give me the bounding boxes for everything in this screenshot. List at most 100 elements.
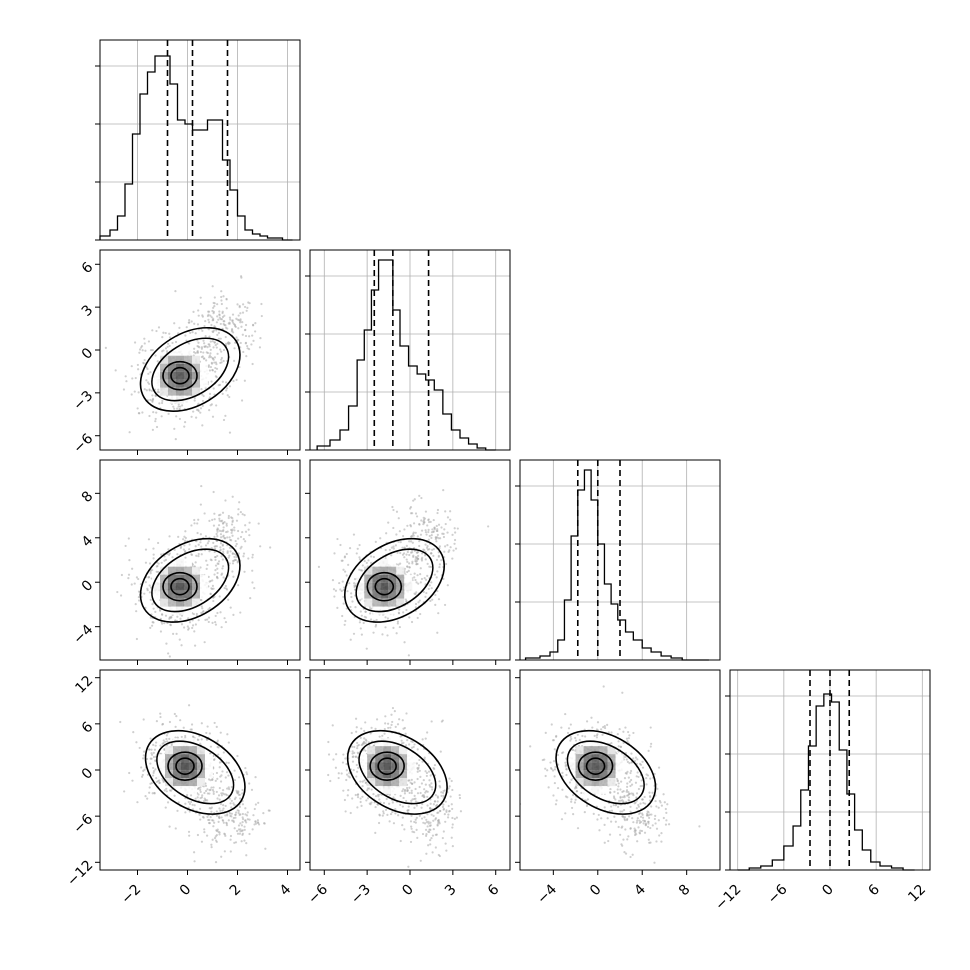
scatter-point [163, 559, 166, 562]
scatter-point [238, 365, 241, 369]
density-cell [599, 786, 608, 795]
scatter-point [148, 389, 151, 392]
density-cell [160, 379, 168, 388]
scatter-point [202, 351, 205, 354]
scatter-point [385, 532, 388, 535]
scatter-point [199, 296, 202, 299]
scatter-point [232, 323, 236, 326]
scatter-point [248, 521, 251, 524]
scatter-point [208, 345, 211, 348]
scatter-point [151, 394, 154, 397]
scatter-point [416, 535, 419, 538]
scatter-point [561, 788, 564, 791]
scatter-point [434, 794, 437, 797]
scatter-point [233, 526, 236, 529]
scatter-point [359, 800, 362, 804]
scatter-point [204, 789, 208, 793]
scatter-point [416, 616, 419, 620]
scatter-point [341, 614, 344, 618]
scatter-point [621, 810, 624, 813]
scatter-point [217, 820, 220, 823]
scatter-point [636, 758, 639, 761]
scatter-point [432, 827, 435, 831]
scatter-point [160, 401, 164, 405]
scatter-point [657, 766, 661, 769]
scatter-point [243, 513, 246, 517]
scatter-point [184, 530, 187, 533]
scatter-point [394, 808, 397, 811]
scatter-point [210, 380, 213, 383]
scatter-point [194, 561, 197, 564]
scatter-point [625, 758, 628, 761]
scatter-point [643, 820, 647, 823]
scatter-point [427, 820, 430, 823]
scatter-point [239, 797, 242, 800]
scatter-point [623, 816, 627, 819]
scatter-point [658, 799, 661, 803]
scatter-point [433, 763, 437, 767]
scatter-point [207, 608, 210, 611]
scatter-point [647, 811, 650, 814]
density-cell [364, 582, 373, 591]
density-cell [173, 786, 181, 795]
scatter-point [245, 854, 248, 857]
scatter-point [237, 824, 241, 827]
density-cell [372, 558, 381, 567]
scatter-point [581, 734, 584, 738]
scatter-point [636, 771, 639, 774]
density-cell [165, 770, 173, 779]
scatter-point [355, 726, 358, 729]
scatter-point [237, 791, 240, 794]
scatter-point [413, 794, 416, 797]
scatter-point [214, 835, 217, 838]
scatter-point [229, 850, 232, 853]
scatter-point [171, 341, 174, 345]
scatter-point [208, 354, 211, 357]
density-cell [388, 598, 397, 607]
scatter-point [425, 818, 428, 821]
scatter-point [356, 741, 359, 745]
scatter-point [420, 496, 423, 500]
scatter-point [219, 513, 222, 516]
scatter-point [401, 816, 404, 819]
scatter-point [218, 595, 221, 598]
scatter-point [585, 799, 588, 802]
scatter-point [237, 552, 240, 555]
scatter-point [394, 725, 397, 728]
scatter-point [196, 796, 199, 799]
scatter-point [327, 753, 331, 756]
scatter-point [428, 584, 431, 587]
scatter-point [211, 309, 214, 313]
scatter-point [209, 816, 212, 819]
scatter-point [386, 634, 389, 637]
scatter-point [622, 808, 626, 812]
density-cell [375, 762, 384, 771]
scatter-point [235, 542, 238, 546]
scatter-point [363, 779, 366, 782]
scatter-point [354, 606, 357, 609]
scatter-point [356, 770, 359, 773]
scatter-point [221, 311, 224, 315]
scatter-point [147, 372, 150, 375]
scatter-point [241, 788, 244, 792]
scatter-point [149, 398, 152, 402]
ytick-label-row2-2: 4 [79, 533, 97, 551]
scatter-point [408, 779, 411, 782]
scatter-point [629, 784, 632, 788]
scatter-point [211, 621, 214, 624]
scatter-point [213, 341, 216, 344]
scatter-point [416, 777, 419, 781]
scatter-point [197, 786, 200, 790]
scatter-point [388, 802, 391, 805]
density-cell [380, 566, 389, 575]
ytick-label-row3-4: 12 [72, 673, 96, 697]
scatter-point [149, 757, 152, 760]
scatter-point [189, 728, 192, 731]
scatter-point [253, 807, 256, 811]
scatter-point [211, 319, 214, 322]
density-cell [197, 754, 205, 763]
scatter-point [174, 725, 177, 728]
scatter-point [218, 766, 221, 769]
density-cell [599, 738, 608, 747]
scatter-point [405, 544, 408, 548]
